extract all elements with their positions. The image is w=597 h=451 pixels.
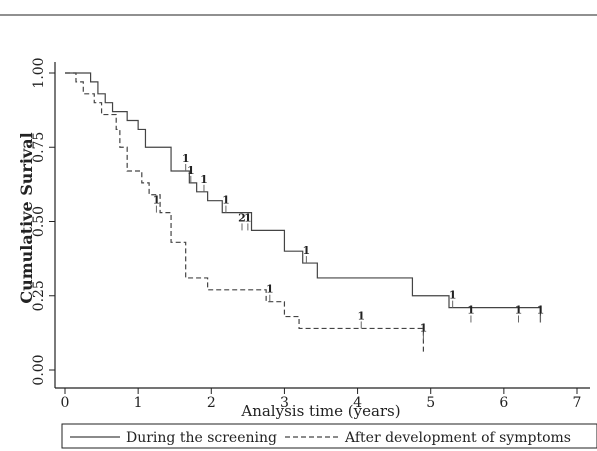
censor-label: 1 (182, 152, 190, 165)
censor-label: 1 (200, 173, 208, 186)
y-tick-label: 0.75 (31, 132, 47, 163)
legend-box (61, 423, 597, 449)
x-tick-label: 0 (61, 395, 70, 411)
axes: 0 1 2 3 4 5 6 70.000.250.500.751.00 (31, 57, 590, 411)
censor-label: 1 (222, 194, 230, 207)
censor-label: 2 (238, 211, 246, 224)
legend-label-screening: During the screening (126, 430, 277, 446)
censor-label: 1 (187, 164, 195, 177)
legend: During the screening After development o… (61, 423, 597, 449)
x-tick-label: 7 (573, 395, 582, 411)
censor-label: 1 (357, 309, 365, 322)
x-tick-label: 2 (207, 395, 216, 411)
censor-label: 1 (420, 321, 428, 334)
censor-label: 1 (303, 244, 311, 257)
censor-label: 1 (266, 283, 274, 296)
y-tick-label: 1.00 (31, 57, 47, 88)
x-tick-label: 5 (426, 395, 435, 411)
screening-curve (65, 72, 542, 323)
x-tick-label: 4 (353, 395, 362, 411)
censor-label: 1 (467, 303, 475, 316)
y-tick-label: 0.25 (31, 280, 47, 311)
censor-label: 1 (153, 194, 161, 207)
x-tick-label: 3 (280, 395, 289, 411)
curves (65, 72, 542, 353)
censor-label: 1 (515, 303, 523, 316)
legend-label-symptoms: After development of symptoms (344, 430, 571, 446)
x-tick-label: 1 (134, 395, 143, 411)
y-axis-title: Cumulative Surival (17, 132, 36, 303)
x-tick-label: 6 (499, 395, 508, 411)
censor-label: 1 (537, 303, 545, 316)
censor-label: 1 (244, 211, 252, 224)
y-tick-label: 0.50 (31, 206, 47, 237)
symptoms-curve (65, 72, 424, 353)
x-axis-title: Analysis time (years) (240, 402, 400, 420)
y-tick-label: 0.00 (31, 354, 47, 385)
censor-label: 1 (449, 289, 457, 302)
